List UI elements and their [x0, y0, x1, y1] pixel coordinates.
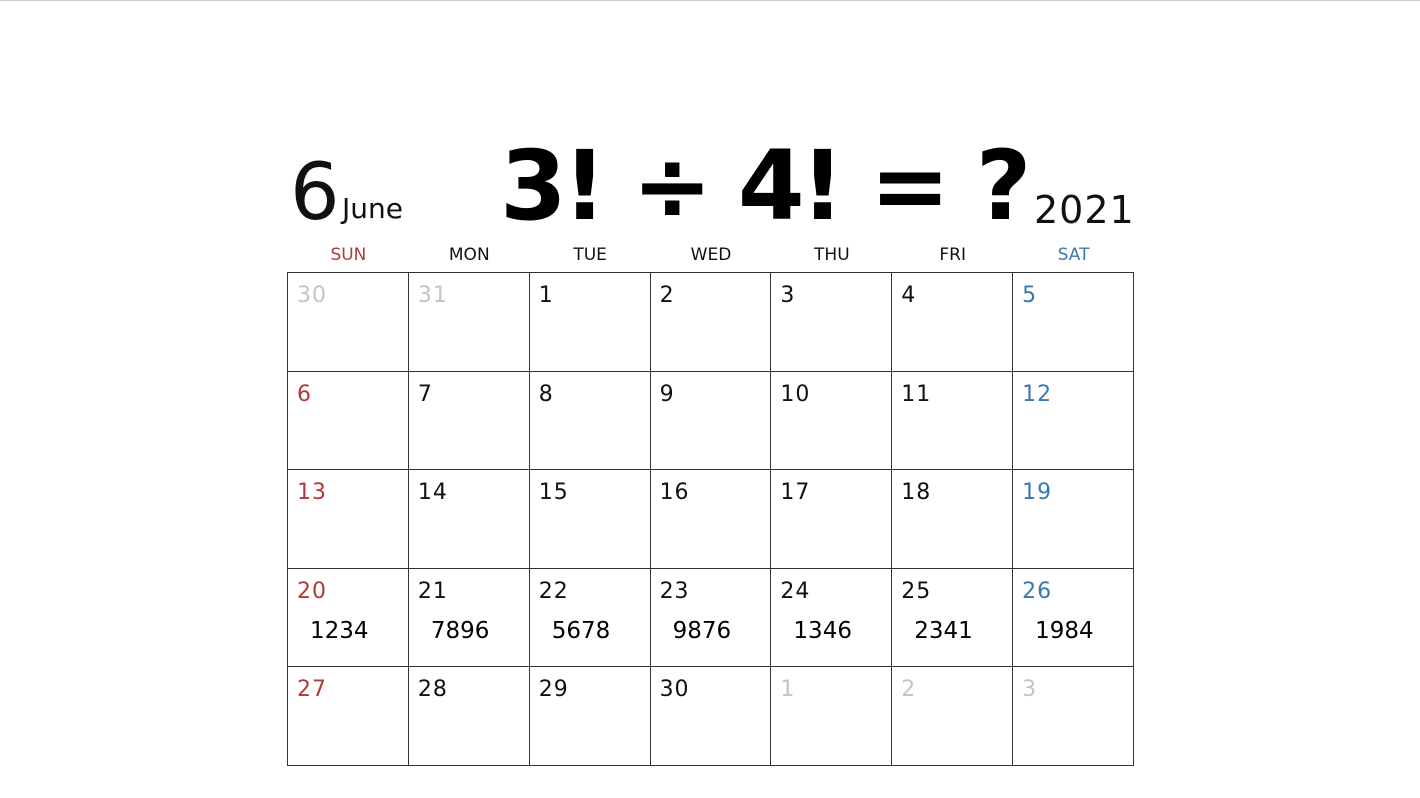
- day-number: 27: [297, 677, 327, 703]
- calendar-day-cell[interactable]: 9: [650, 371, 772, 471]
- day-number: 1: [780, 677, 796, 703]
- day-note: 9876: [672, 617, 732, 644]
- day-number: 22: [538, 578, 569, 604]
- day-number: 3: [780, 283, 796, 308]
- calendar-day-cell[interactable]: 20 1234: [288, 568, 409, 668]
- day-number: 21: [417, 578, 448, 604]
- calendar-day-cell[interactable]: 2: [892, 667, 1014, 766]
- day-note: 1346: [793, 617, 852, 644]
- day-number: 12: [1022, 381, 1053, 407]
- day-number: 6: [297, 381, 312, 407]
- puzzle-question: 3! ÷ 4! = ?: [500, 130, 1031, 242]
- calendar-day-cell[interactable]: 13: [288, 470, 409, 569]
- month-number: 6: [290, 148, 340, 238]
- calendar-day-cell[interactable]: 30: [650, 667, 772, 766]
- day-note: 2341: [914, 617, 973, 644]
- month-name: June: [342, 192, 403, 225]
- calendar-day-cell[interactable]: 27: [288, 667, 409, 766]
- weekday-mon: MON: [448, 245, 490, 265]
- calendar-day-cell[interactable]: 17: [771, 470, 893, 569]
- weekday-thu: THU: [814, 245, 850, 265]
- day-note: 1984: [1035, 617, 1094, 644]
- day-number: 9: [659, 381, 675, 407]
- calendar-day-cell[interactable]: 1: [529, 273, 651, 372]
- calendar-day-cell[interactable]: 2: [650, 273, 772, 372]
- day-note: 1234: [310, 617, 369, 644]
- day-number: 23: [659, 578, 690, 604]
- calendar-day-cell[interactable]: 14: [408, 470, 530, 569]
- day-number: 18: [901, 480, 932, 506]
- calendar-day-cell[interactable]: 10: [771, 371, 893, 471]
- top-divider: [0, 0, 1420, 1]
- calendar-day-cell[interactable]: 7: [408, 371, 530, 471]
- day-number: 29: [538, 677, 569, 703]
- calendar-day-cell[interactable]: 30: [288, 273, 409, 372]
- day-number: 2: [901, 677, 917, 703]
- day-number: 16: [659, 480, 690, 506]
- calendar-day-cell[interactable]: 6: [288, 371, 409, 471]
- year-label: 2021: [1034, 188, 1135, 232]
- weekday-sun: SUN: [330, 245, 367, 265]
- weekday-header-row: SUN MON TUE WED THU FRI SAT: [288, 243, 1134, 267]
- calendar-day-cell[interactable]: 25 2341: [892, 568, 1014, 668]
- calendar-day-cell[interactable]: 15: [529, 470, 651, 569]
- day-number: 20: [297, 578, 327, 604]
- calendar-day-cell[interactable]: 22 5678: [529, 568, 651, 668]
- day-number: 13: [297, 480, 327, 506]
- day-number: 31: [417, 283, 448, 308]
- calendar-day-cell[interactable]: 28: [408, 667, 530, 766]
- day-number: 14: [417, 480, 448, 506]
- calendar-day-cell[interactable]: 21 7896: [408, 568, 530, 668]
- day-number: 26: [1022, 578, 1053, 604]
- calendar-day-cell[interactable]: 5: [1013, 273, 1134, 372]
- calendar-day-cell[interactable]: 23 9876: [650, 568, 772, 668]
- day-number: 15: [538, 480, 569, 506]
- day-number: 4: [901, 283, 917, 308]
- calendar-day-cell[interactable]: 3: [1013, 667, 1134, 766]
- calendar-day-cell[interactable]: 18: [892, 470, 1014, 569]
- calendar-day-cell[interactable]: 8: [529, 371, 651, 471]
- day-number: 19: [1022, 480, 1053, 506]
- day-number: 30: [297, 283, 327, 308]
- day-number: 28: [417, 677, 448, 703]
- calendar-day-cell[interactable]: 4: [892, 273, 1014, 372]
- calendar-day-cell[interactable]: 3: [771, 273, 893, 372]
- day-number: 30: [659, 677, 690, 703]
- day-number: 11: [901, 381, 932, 407]
- weekday-wed: WED: [690, 245, 732, 265]
- calendar-day-cell[interactable]: 12: [1013, 371, 1134, 471]
- calendar-day-cell[interactable]: 26 1984: [1013, 568, 1134, 668]
- calendar-day-cell[interactable]: 1: [771, 667, 893, 766]
- day-number: 2: [659, 283, 675, 308]
- calendar-day-cell[interactable]: 31: [408, 273, 530, 372]
- calendar-day-cell[interactable]: 16: [650, 470, 772, 569]
- day-number: 3: [1022, 677, 1038, 703]
- day-number: 25: [901, 578, 932, 604]
- calendar-day-cell[interactable]: 29: [529, 667, 651, 766]
- weekday-sat: SAT: [1057, 245, 1090, 265]
- calendar-day-cell[interactable]: 19: [1013, 470, 1134, 569]
- day-number: 24: [780, 578, 811, 604]
- weekday-fri: FRI: [939, 245, 967, 265]
- day-number: 1: [538, 283, 554, 308]
- day-number: 10: [780, 381, 811, 407]
- day-number: 5: [1022, 283, 1038, 308]
- day-number: 8: [538, 381, 554, 407]
- day-number: 7: [417, 381, 433, 407]
- calendar-day-cell[interactable]: 24 1346: [771, 568, 893, 668]
- day-note: 5678: [551, 617, 611, 644]
- weekday-tue: TUE: [573, 245, 607, 265]
- day-number: 17: [780, 480, 811, 506]
- calendar-grid: 30 31 1 2 3 4 5 6 7 8 9 10 11 12 13 14 15 16 17 18 19 20 1234 2…: [287, 272, 1134, 766]
- day-note: 7896: [430, 617, 490, 644]
- calendar-day-cell[interactable]: 11: [892, 371, 1014, 471]
